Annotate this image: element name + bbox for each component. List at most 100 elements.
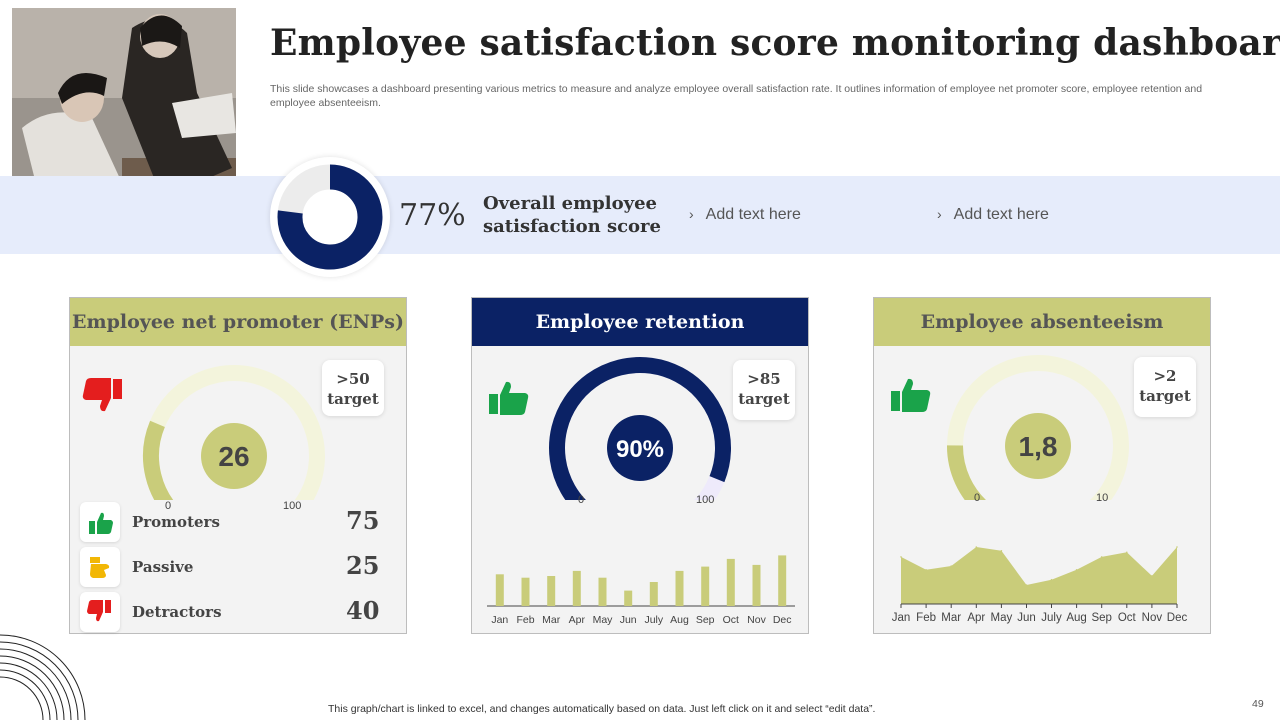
gauge-value: 90%: [616, 436, 664, 463]
gauge-min-label: 0: [974, 492, 981, 504]
legend-detractors: Detractors 40: [80, 592, 400, 632]
legend-passive: Passive 25: [80, 547, 400, 587]
card-employee-absenteeism: Employee absenteeism 1,8 0 10 >2 target …: [873, 297, 1211, 634]
x-tick-label: July: [1041, 612, 1062, 624]
overall-label-line2: satisfaction score: [483, 216, 661, 237]
legend-label: Promoters: [132, 513, 220, 531]
x-tick-label: Dec: [1167, 612, 1188, 624]
area-point-may: [1000, 550, 1003, 552]
gauge-fill: [946, 445, 987, 500]
x-tick-label: Mar: [542, 614, 561, 626]
chevron-right-icon: ›: [689, 206, 694, 222]
donut-value-arc: [277, 164, 383, 270]
target-label: target: [738, 390, 790, 408]
footer-note: This graph/chart is linked to excel, and…: [328, 703, 876, 715]
x-tick-label: Oct: [1118, 612, 1137, 624]
area-point-feb: [925, 569, 927, 571]
x-tick-label: Jan: [892, 612, 911, 624]
thumbs-up-icon: [489, 381, 529, 415]
thumbs-down-icon: [87, 600, 111, 622]
area-point-oct: [1126, 551, 1128, 554]
thumbs-up-icon: [89, 512, 113, 534]
bar-mar: [547, 576, 556, 606]
overall-donut-chart: [270, 157, 390, 277]
bar-july: [649, 582, 658, 606]
x-tick-label: Feb: [516, 614, 534, 626]
x-tick-label: Apr: [967, 612, 985, 624]
bar-oct: [726, 558, 735, 606]
summary-point-text: Add text here: [953, 206, 1049, 223]
area-point-apr: [975, 546, 978, 548]
area-point-nov: [1151, 575, 1153, 577]
bar-nov: [752, 564, 761, 606]
target-label: target: [327, 390, 379, 408]
area-series: [901, 547, 1177, 604]
card-title: Employee absenteeism: [874, 298, 1210, 346]
target-value: >85: [747, 370, 781, 388]
summary-point-1: › Add text here: [689, 206, 801, 224]
absenteeism-area-chart: Jan Feb Mar Apr May Jun July Aug Sep Oct Nov Dec: [892, 546, 1188, 624]
x-tick-label: Nov: [747, 614, 766, 626]
target-badge: >85 target: [733, 360, 795, 420]
page-title: Employee satisfaction score monitoring d…: [270, 22, 1280, 64]
x-tick-label: Aug: [1066, 612, 1086, 624]
x-tick-label: Jan: [491, 614, 508, 626]
gauge-max-label: 100: [283, 500, 302, 512]
area-point-july: [1050, 578, 1053, 581]
gauge-min-label: 0: [578, 494, 585, 506]
gauge-value: 26: [218, 441, 249, 472]
legend-value: 40: [346, 596, 380, 625]
summary-band: [0, 176, 1280, 254]
bar-feb: [521, 577, 530, 606]
target-value: >50: [336, 370, 370, 388]
x-tick-label: May: [593, 614, 614, 626]
x-tick-label: Sep: [1091, 612, 1111, 624]
absenteeism-gauge: 1,8: [946, 355, 1129, 500]
x-tick-label: Jun: [1017, 612, 1036, 624]
area-point-mar: [950, 565, 952, 567]
legend-promoters: Promoters 75: [80, 502, 400, 542]
retention-bar-chart: Jan Feb Mar Apr May Jun July Aug Sep Oct Nov Dec: [487, 555, 795, 626]
bar-may: [598, 577, 607, 606]
target-badge: >50 target: [322, 360, 384, 416]
x-tick-label: Feb: [916, 612, 936, 624]
x-tick-label: May: [991, 612, 1013, 624]
x-tick-label: July: [644, 614, 663, 626]
target-value: >2: [1153, 367, 1177, 385]
overall-score-label: Overall employee satisfaction score: [483, 192, 661, 238]
area-point-dec: [1176, 546, 1178, 548]
x-tick-label: Apr: [569, 614, 586, 626]
x-tick-label: Oct: [723, 614, 739, 626]
x-tick-label: Aug: [670, 614, 689, 626]
gauge-fill: [143, 420, 174, 500]
decorative-arcs: [0, 634, 86, 720]
chevron-right-icon: ›: [937, 206, 942, 222]
gauge-min-label: 0: [165, 500, 172, 512]
bar-apr: [572, 570, 581, 606]
legend-label: Detractors: [132, 603, 222, 621]
bar-jan: [495, 574, 504, 606]
area-point-jun: [1025, 584, 1028, 586]
target-badge: >2 target: [1134, 357, 1196, 417]
bar-sep: [701, 566, 710, 606]
area-point-jan: [900, 556, 902, 558]
x-tick-label: Dec: [773, 614, 792, 626]
x-tick-label: Jun: [620, 614, 637, 626]
thumbs-up-icon: [891, 378, 931, 412]
enps-gauge: 26: [143, 365, 325, 500]
summary-point-text: Add text here: [705, 206, 801, 223]
area-point-sep: [1100, 556, 1103, 558]
page-subtitle: This slide showcases a dashboard present…: [270, 83, 1203, 109]
gauge-center: [201, 423, 267, 489]
card-employee-retention: Employee retention 90% 0 100 >85 target …: [471, 297, 809, 634]
summary-point-2: › Add text here: [937, 206, 1049, 224]
page-number: 49: [1252, 698, 1264, 710]
gauge-max-label: 100: [696, 494, 715, 506]
gauge-value: 1,8: [1019, 431, 1058, 462]
gauge-center: [1005, 413, 1071, 479]
legend-label: Passive: [132, 558, 194, 576]
thumbs-sideways-icon: [90, 557, 110, 578]
gauge-fill: [549, 357, 731, 500]
x-tick-label: Nov: [1142, 612, 1163, 624]
bar-jun: [624, 590, 633, 606]
